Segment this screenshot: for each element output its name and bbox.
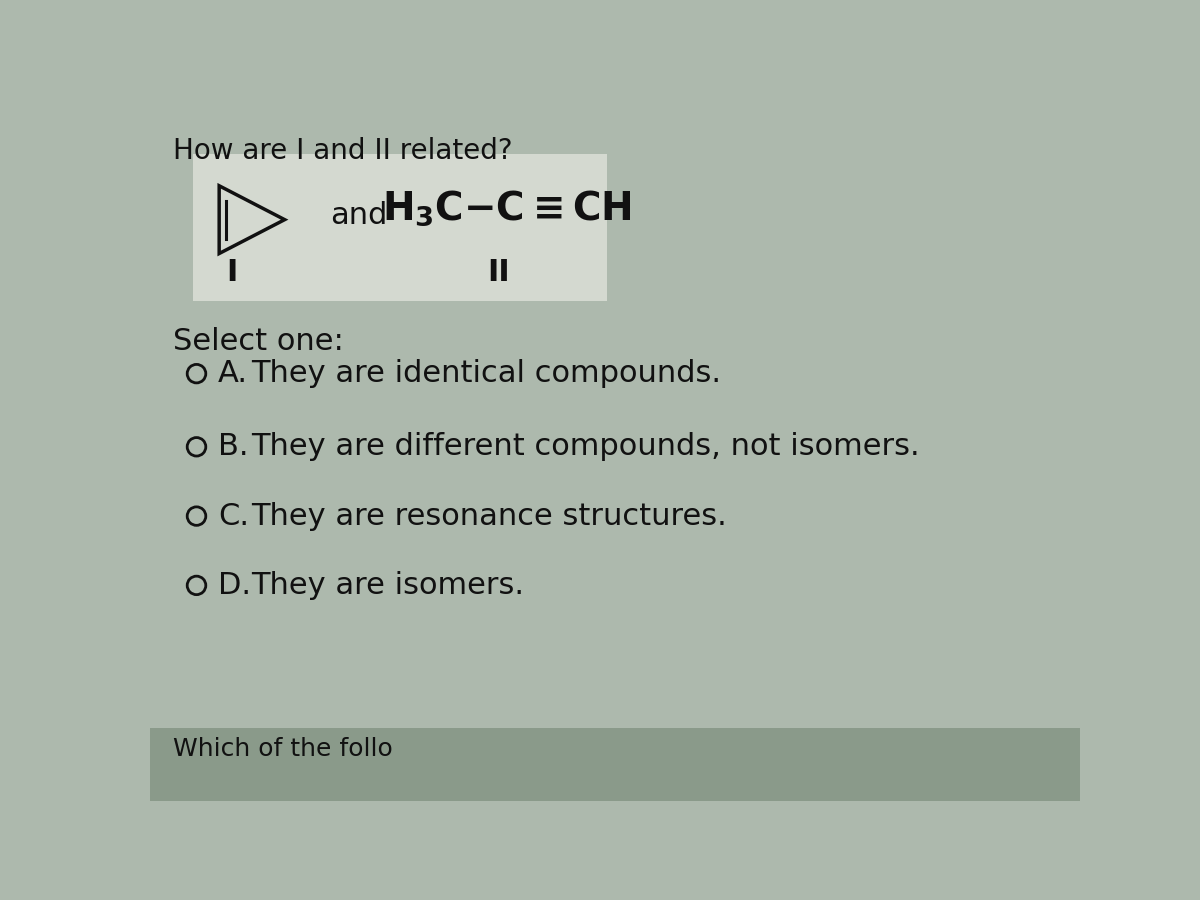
Text: Select one:: Select one: (173, 328, 344, 356)
Text: How are I and II related?: How are I and II related? (173, 138, 512, 166)
Text: I: I (226, 257, 238, 286)
FancyBboxPatch shape (193, 154, 607, 301)
Text: They are different compounds, not isomers.: They are different compounds, not isomer… (251, 432, 919, 462)
Text: They are isomers.: They are isomers. (251, 571, 523, 600)
Text: They are identical compounds.: They are identical compounds. (251, 359, 721, 388)
Text: II: II (487, 257, 510, 286)
Text: A.: A. (218, 359, 248, 388)
Text: and: and (330, 202, 388, 230)
Text: B.: B. (218, 432, 248, 462)
Text: C.: C. (218, 501, 250, 531)
Text: $\mathbf{H_3C{-}C{\equiv}CH}$: $\mathbf{H_3C{-}C{\equiv}CH}$ (382, 188, 631, 228)
Text: D.: D. (218, 571, 251, 600)
Text: They are resonance structures.: They are resonance structures. (251, 501, 726, 531)
Text: Which of the follo: Which of the follo (173, 736, 394, 760)
FancyBboxPatch shape (150, 728, 1080, 801)
